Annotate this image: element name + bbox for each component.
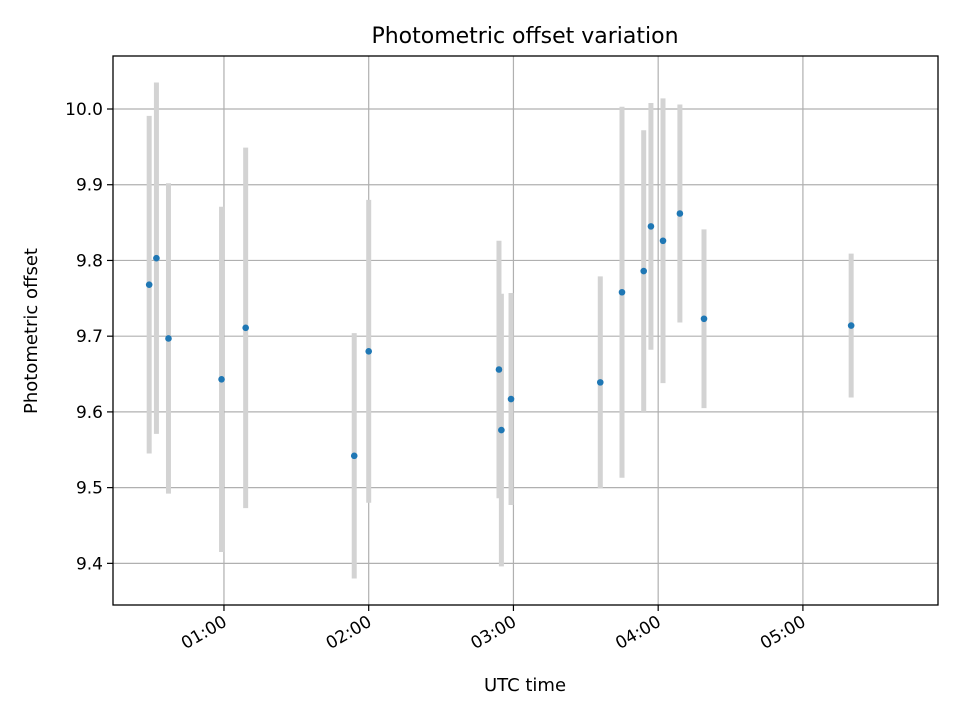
x-tick-label: 05:00 <box>757 612 809 654</box>
data-points <box>145 210 855 460</box>
y-tick-label: 9.4 <box>76 554 103 574</box>
chart-title: Photometric offset variation <box>371 24 678 49</box>
y-axis-ticks: 9.4 9.5 9.6 9.7 9.8 9.9 10.0 <box>65 100 113 574</box>
data-point <box>365 348 373 355</box>
y-tick-label: 10.0 <box>65 100 103 120</box>
data-point <box>618 288 626 296</box>
x-tick-label: 04:00 <box>612 612 664 654</box>
data-point <box>242 324 249 332</box>
data-point <box>659 237 667 245</box>
x-tick-label: 03:00 <box>468 612 520 654</box>
data-point <box>700 315 708 323</box>
data-point <box>145 281 153 288</box>
y-tick-label: 9.5 <box>76 479 103 499</box>
x-tick-label: 02:00 <box>323 612 375 654</box>
data-point <box>495 366 503 373</box>
y-tick-label: 9.6 <box>76 403 103 423</box>
x-axis-ticks: 01:00 02:00 03:00 04:00 05:00 <box>178 605 809 654</box>
y-tick-label: 9.7 <box>76 327 103 347</box>
data-point <box>676 210 684 217</box>
y-tick-label: 9.9 <box>76 176 103 196</box>
data-point <box>507 395 515 403</box>
data-point <box>165 335 172 342</box>
y-tick-label: 9.8 <box>76 251 103 271</box>
data-point <box>647 223 655 230</box>
data-point <box>847 322 855 329</box>
data-point <box>596 379 604 386</box>
data-point <box>153 254 160 262</box>
data-point <box>498 426 505 434</box>
plot-frame <box>112 55 939 606</box>
grid <box>113 56 938 605</box>
x-tick-label: 01:00 <box>178 612 230 654</box>
error-bars <box>146 82 854 579</box>
y-axis-label: Photometric offset <box>21 248 42 414</box>
x-axis-label: UTC time <box>484 675 566 696</box>
data-point <box>640 267 648 275</box>
data-point <box>350 452 358 460</box>
data-point <box>218 376 225 383</box>
